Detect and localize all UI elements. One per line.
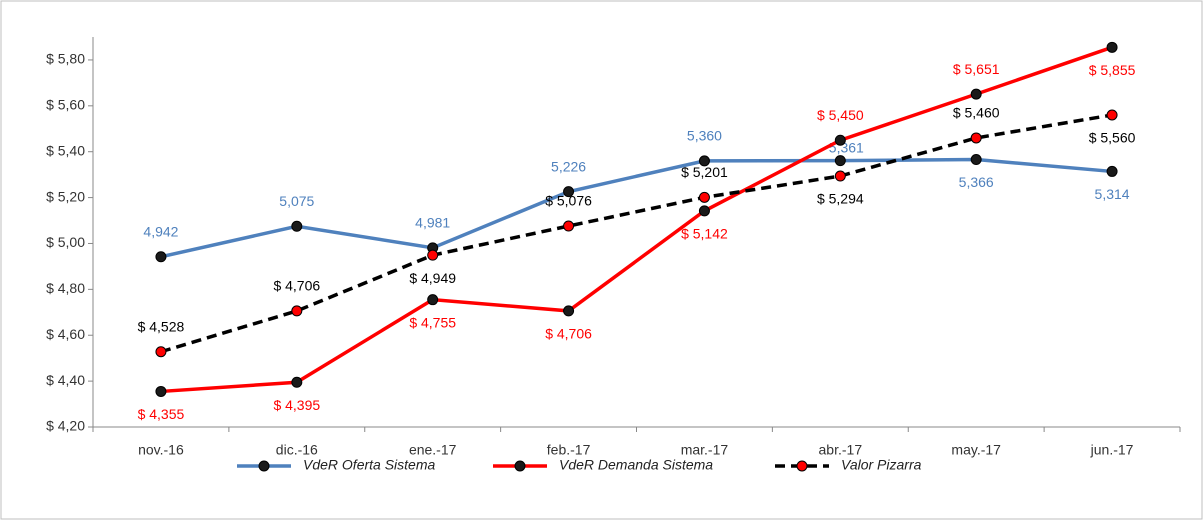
marker <box>834 134 846 146</box>
data-label: 5,366 <box>959 174 994 190</box>
series-line <box>160 113 1113 354</box>
legend-label: Valor Pizarra <box>841 457 922 473</box>
data-label: $ 4,355 <box>138 406 185 422</box>
marker <box>427 249 439 261</box>
data-label: $ 4,395 <box>273 397 320 413</box>
marker <box>563 305 575 317</box>
data-label: 5,314 <box>1095 186 1130 202</box>
marker <box>1106 109 1118 121</box>
x-tick-label: ene.-17 <box>409 442 457 458</box>
x-tick-label: may.-17 <box>951 442 1001 458</box>
x-tick-label: mar.-17 <box>681 442 729 458</box>
marker <box>834 155 846 167</box>
data-label: $ 5,294 <box>817 191 864 207</box>
marker <box>970 132 982 144</box>
y-tick-label: $ 4,40 <box>46 372 85 388</box>
legend-marker <box>514 460 526 472</box>
data-label: $ 4,755 <box>409 314 456 330</box>
data-label: 5,075 <box>279 193 314 209</box>
marker <box>970 154 982 166</box>
data-label: $ 5,450 <box>817 107 864 123</box>
marker <box>155 385 167 397</box>
y-tick-label: $ 4,60 <box>46 326 85 342</box>
y-tick-label: $ 5,00 <box>46 234 85 250</box>
data-label: $ 5,201 <box>681 164 728 180</box>
y-tick-label: $ 5,80 <box>46 51 85 67</box>
series-line <box>160 45 1113 394</box>
data-label: $ 5,460 <box>953 105 1000 121</box>
y-tick-label: $ 5,40 <box>46 142 85 158</box>
marker <box>698 155 710 167</box>
marker <box>291 220 303 232</box>
marker <box>1106 41 1118 53</box>
marker <box>291 376 303 388</box>
legend-marker <box>258 460 270 472</box>
data-label: $ 5,142 <box>681 226 728 242</box>
data-label: $ 5,855 <box>1089 62 1136 78</box>
marker <box>698 191 710 203</box>
marker <box>1106 165 1118 177</box>
marker <box>970 88 982 100</box>
legend-label: VdeR Oferta Sistema <box>303 457 435 473</box>
data-label: $ 4,706 <box>545 326 592 342</box>
x-tick-label: feb.-17 <box>547 442 591 458</box>
marker <box>155 251 167 263</box>
data-label: $ 5,560 <box>1089 130 1136 146</box>
data-label: $ 4,528 <box>138 318 185 334</box>
marker <box>698 205 710 217</box>
legend-label: VdeR Demanda Sistema <box>559 457 713 473</box>
y-tick-label: $ 5,20 <box>46 188 85 204</box>
data-label: $ 4,949 <box>409 270 456 286</box>
marker <box>563 220 575 232</box>
data-label: $ 5,076 <box>545 193 592 209</box>
data-label: 5,360 <box>687 128 722 144</box>
x-tick-label: nov.-16 <box>138 442 184 458</box>
legend-marker <box>796 460 808 472</box>
x-tick-label: abr.-17 <box>819 442 863 458</box>
marker <box>427 294 439 306</box>
data-label: $ 5,651 <box>953 61 1000 77</box>
data-label: 4,942 <box>143 223 178 239</box>
data-label: $ 4,706 <box>273 278 320 294</box>
marker <box>291 305 303 317</box>
marker <box>834 170 846 182</box>
data-label: 5,226 <box>551 158 586 174</box>
marker <box>155 346 167 358</box>
y-tick-label: $ 5,60 <box>46 97 85 113</box>
y-tick-label: $ 4,20 <box>46 418 85 434</box>
y-tick-label: $ 4,80 <box>46 280 85 296</box>
x-tick-label: dic.-16 <box>276 442 318 458</box>
series-line <box>160 157 1113 259</box>
marker <box>563 186 575 198</box>
data-label: 4,981 <box>415 215 450 231</box>
x-tick-label: jun.-17 <box>1090 442 1134 458</box>
